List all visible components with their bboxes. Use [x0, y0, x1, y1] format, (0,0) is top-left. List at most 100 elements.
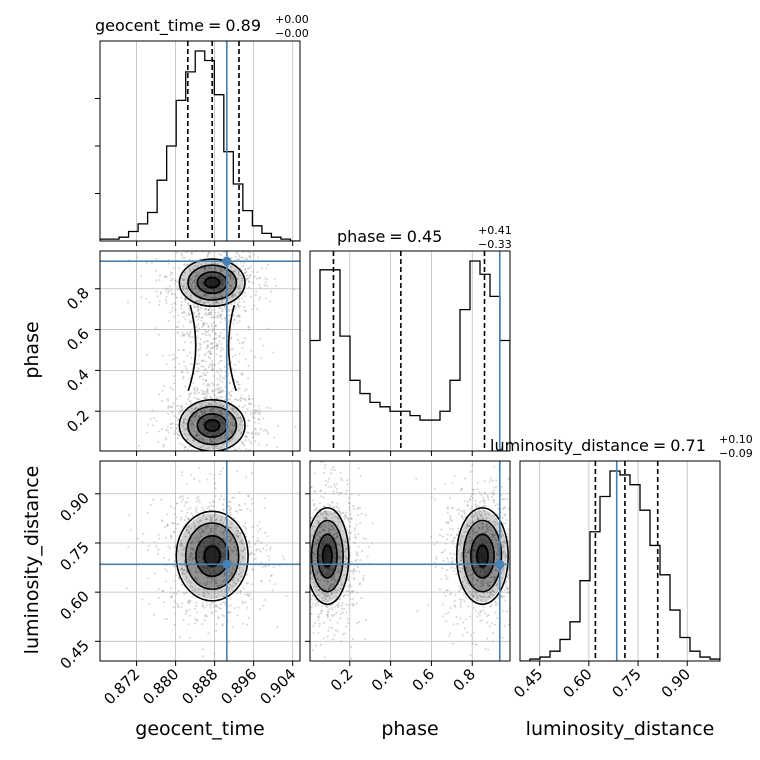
axis-labels: geocent_time phase luminosity_distance p…: [21, 321, 714, 740]
hist-bin-luminosity_distance-12: [640, 510, 650, 661]
density-level-1-3: [475, 543, 490, 569]
hist-bin-luminosity_distance-13: [650, 545, 660, 661]
hist-bin-luminosity_distance-14: [660, 575, 670, 661]
hist-bin-phase-4: [350, 380, 360, 451]
hist-bin-luminosity_distance-3: [550, 651, 560, 661]
hist-bin-phase-3: [340, 336, 350, 451]
xtick-label-geocent_time-3: 0.896: [217, 665, 260, 708]
hist-panel-luminosity_distance: 0.45 0.60 0.75 0.90: [510, 460, 721, 701]
density-luminosity_distance_vs_geocent_time: [100, 461, 300, 661]
hist-frame-phase: [309, 250, 511, 452]
contour-1-0: [178, 398, 246, 451]
hist-bin-geocent_time-17: [262, 233, 272, 241]
title-luminosity_distance-param: luminosity_distance: [490, 436, 649, 456]
hist-bin-luminosity_distance-5: [570, 622, 580, 661]
truth-point-luminosity_distance_vs_phase: [495, 559, 505, 569]
xtick-label-geocent_time-2: 0.888: [178, 665, 221, 708]
contour-1-1: [187, 405, 238, 446]
ylabel-phase: phase: [21, 321, 43, 378]
xtick-label-phase-3: 0.8: [449, 665, 479, 695]
ytick-label-luminosity_distance-0: 0.45: [56, 636, 92, 672]
title-geocent_time: geocent_time = 0.89: [95, 16, 261, 36]
truth-point-luminosity_distance_vs_geocent_time: [222, 559, 232, 569]
density-level-1-3: [203, 418, 221, 433]
xtick-label-luminosity_distance-1: 0.60: [559, 665, 595, 701]
hist-bin-phase-18: [490, 296, 500, 451]
hist-bin-phase-11: [420, 420, 430, 451]
hist-outline-geocent_time: [100, 50, 300, 241]
title-geocent_time-median: 0.89: [225, 16, 261, 35]
hist-outline-phase: [310, 260, 510, 451]
hist-panel-geocent_time: [95, 40, 301, 246]
ytick-label-phase-3: 0.8: [63, 284, 93, 314]
hist-bin-luminosity_distance-16: [680, 637, 690, 661]
hist-bin-phase-19: [500, 341, 510, 451]
hist-bin-phase-14: [450, 380, 460, 451]
ytick-label-phase-1: 0.4: [63, 365, 93, 395]
ytick-label-luminosity_distance-2: 0.75: [56, 538, 92, 574]
title-luminosity_distance: luminosity_distance = 0.71: [490, 436, 706, 456]
contour-0-3: [204, 276, 221, 289]
hist-bars-luminosity_distance: [520, 461, 720, 661]
frame-phase_vs_geocent_time: [99, 250, 301, 452]
contour-1-0: [455, 507, 509, 606]
scatter-panel-phase-vs-geocent_time: 0.2 0.4 0.6 0.8: [63, 250, 301, 456]
hist-bin-phase-8: [390, 411, 400, 451]
hist-bin-phase-7: [380, 407, 390, 451]
hist-bin-phase-10: [410, 416, 420, 451]
density-core-phase_vs_geocent_time: [178, 258, 246, 451]
density-level-0-3: [202, 544, 222, 568]
xlabel-luminosity_distance: luminosity_distance: [526, 718, 715, 740]
title-luminosity_distance-plus: +0.10: [719, 433, 753, 446]
contour-1-1: [462, 519, 503, 593]
xtick-label-phase-0: 0.2: [327, 665, 357, 695]
hist-bin-luminosity_distance-4: [560, 639, 570, 661]
hist-bin-luminosity_distance-9: [610, 471, 620, 661]
xtick-label-geocent_time-1: 0.880: [139, 665, 182, 708]
corner-panels: 0.45 0.60 0.75 0.900.20.40.60.80.8720.8800.…: [56, 40, 721, 708]
xtick-label-geocent_time-4: 0.904: [256, 665, 299, 708]
xtick-label-phase-1: 0.4: [368, 665, 398, 695]
hist-bin-phase-16: [470, 261, 480, 451]
xtick-label-phase-2: 0.6: [409, 665, 439, 695]
hist-bin-geocent_time-12: [214, 95, 224, 241]
hist-bin-phase-13: [440, 411, 450, 451]
xtick-label-geocent_time-0: 0.872: [100, 665, 143, 708]
hist-frame-luminosity_distance: [519, 460, 721, 662]
title-geocent_time-minus: −0.00: [275, 27, 309, 40]
density-luminosity_distance_vs_phase: [310, 461, 510, 661]
hist-bin-geocent_time-6: [157, 180, 167, 241]
contour-0-1: [187, 264, 238, 301]
title-phase-plus: +0.41: [478, 224, 512, 237]
hist-bin-geocent_time-13: [224, 152, 234, 241]
ylabel-luminosity_distance: luminosity_distance: [21, 466, 43, 655]
density-phase_vs_geocent_time: [100, 251, 300, 451]
xlabel-geocent_time: geocent_time: [135, 718, 264, 740]
contour-0-0: [310, 507, 350, 606]
ytick-label-phase-2: 0.6: [63, 325, 93, 355]
hist-bars-phase: [310, 251, 510, 451]
title-phase-median: 0.45: [407, 227, 443, 246]
hist-bin-geocent_time-4: [138, 224, 148, 241]
hist-bin-geocent_time-8: [176, 100, 186, 241]
title-phase-param: phase: [337, 227, 385, 246]
frame-luminosity_distance_vs_geocent_time: [99, 460, 301, 662]
title-geocent_time-param: geocent_time: [95, 16, 204, 36]
contour-0-1: [310, 519, 344, 593]
xlabel-phase: phase: [381, 718, 438, 740]
xtick-label-luminosity_distance-2: 0.75: [609, 665, 645, 701]
contour-0-0: [178, 258, 246, 308]
contour-0-2: [316, 533, 338, 579]
density-core-luminosity_distance_vs_phase: [310, 507, 509, 606]
hist-bars-geocent_time: [100, 41, 300, 241]
hist-bin-luminosity_distance-8: [600, 496, 610, 661]
contour-bridge: [187, 304, 237, 392]
contour-0-1: [184, 522, 240, 590]
hist-outline-luminosity_distance: [520, 470, 720, 661]
contour-0-3: [203, 545, 221, 567]
contour-0-3: [321, 544, 333, 568]
ytick-label-luminosity_distance-1: 0.60: [56, 587, 92, 623]
density-core-luminosity_distance_vs_geocent_time: [175, 510, 249, 602]
